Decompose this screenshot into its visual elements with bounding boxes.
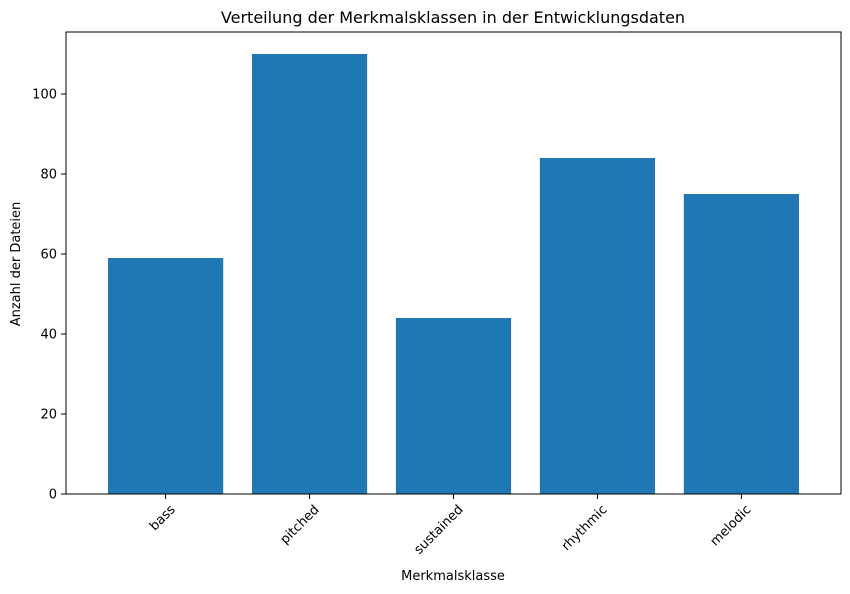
bar-pitched bbox=[251, 54, 368, 494]
x-axis-label: Merkmalsklasse bbox=[401, 569, 505, 584]
bar-sustained bbox=[395, 318, 512, 494]
y-tick-label: 0 bbox=[49, 488, 57, 503]
y-tick-label: 60 bbox=[40, 248, 57, 263]
bar-rhythmic bbox=[539, 158, 656, 494]
x-tick-label-pitched: pitched bbox=[278, 502, 323, 547]
x-tick-label-sustained: sustained bbox=[411, 502, 466, 557]
y-axis-ticks: 0 20 40 60 80 100 bbox=[32, 88, 66, 503]
x-tick-label-bass: bass bbox=[147, 502, 179, 534]
y-tick-label: 20 bbox=[40, 408, 57, 423]
y-tick-label: 40 bbox=[40, 328, 57, 343]
y-tick-label: 80 bbox=[40, 168, 57, 183]
y-axis-label: Anzahl der Dateien bbox=[9, 202, 24, 327]
bars-group bbox=[108, 54, 799, 494]
x-tick-label-rhythmic: rhythmic bbox=[559, 502, 610, 553]
x-tick-label-melodic: melodic bbox=[708, 502, 755, 549]
bar-bass bbox=[108, 258, 224, 494]
chart-title: Verteilung der Merkmalsklassen in der En… bbox=[221, 8, 685, 27]
y-tick-label: 100 bbox=[32, 88, 57, 103]
plot-frame bbox=[65, 31, 842, 495]
x-axis-ticks: bass pitched sustained rhythmic melodic bbox=[147, 494, 754, 558]
bar-melodic bbox=[683, 194, 799, 494]
